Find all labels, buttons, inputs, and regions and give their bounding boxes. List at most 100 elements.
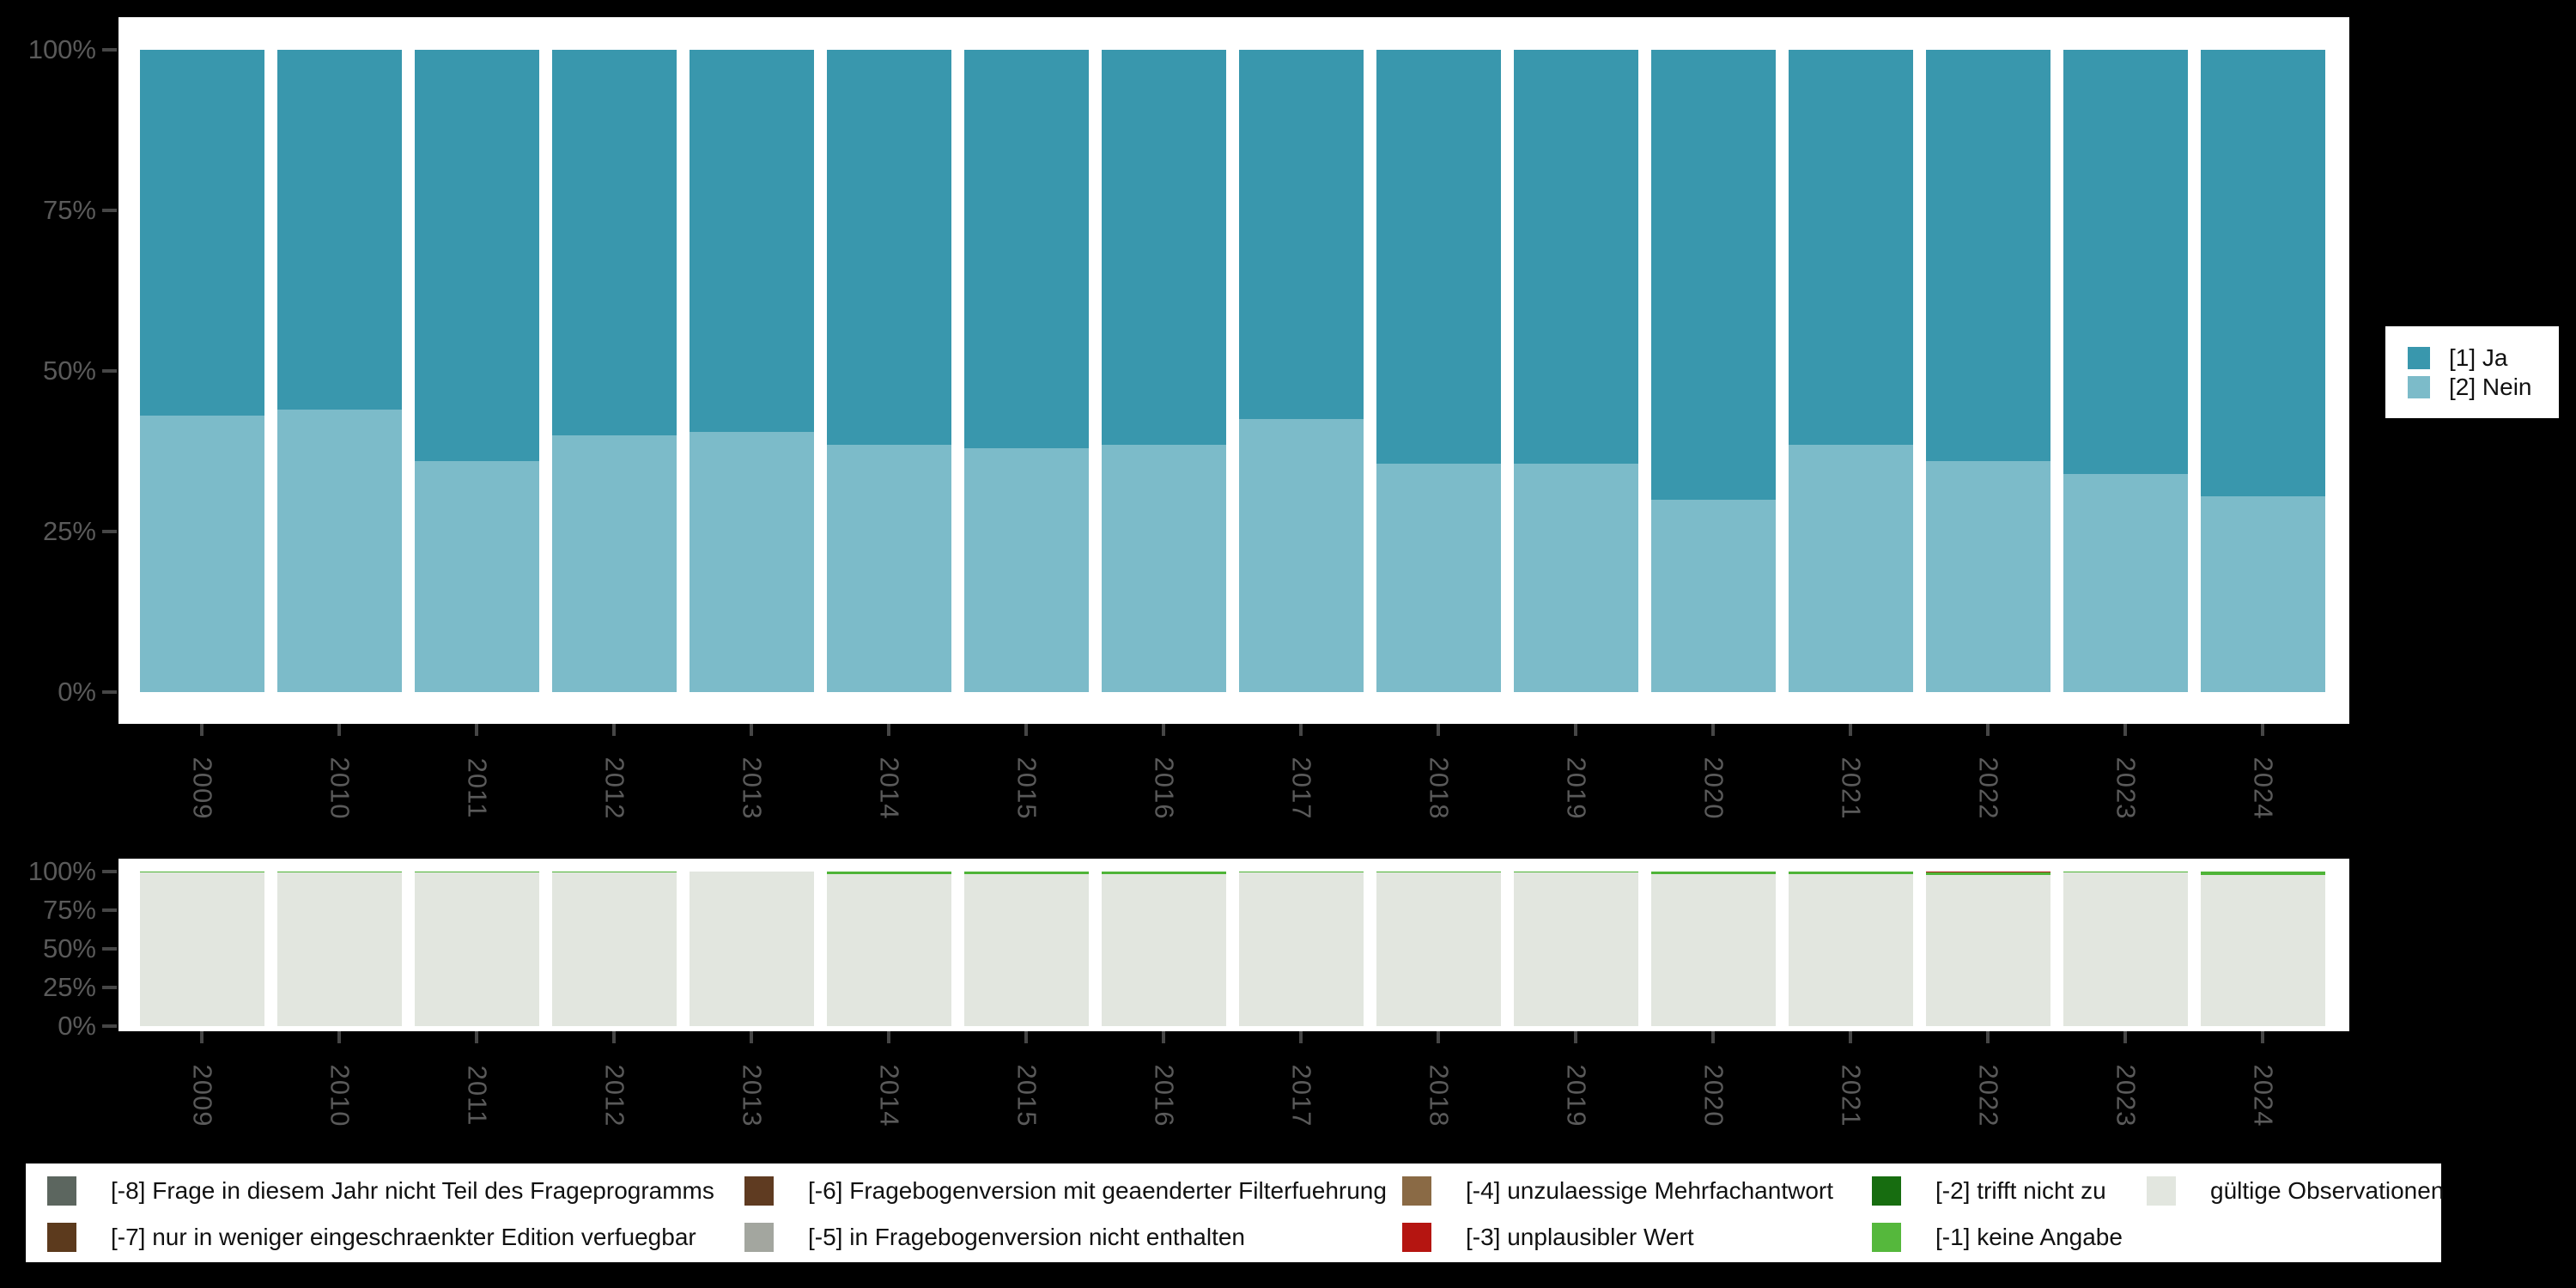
bottom-chart-segment [1788,873,1913,1026]
top-chart-xtick-mark [337,724,341,736]
legend-label: [-3] unplausibler Wert [1466,1224,1694,1250]
bottom-chart-year-label: 2018 [1424,1064,1454,1127]
missing-legend-item: [-4] unzulaessige Mehrfachantwort [1402,1176,1833,1206]
top-chart-segment [1101,445,1226,692]
top-chart-ytick-label: 75% [42,195,96,225]
bottom-chart-segment [1650,873,1776,1026]
top-chart-year-label: 2012 [599,756,629,820]
bottom-chart-year-label: 2020 [1698,1064,1728,1127]
top-chart-xtick-mark [2261,724,2264,736]
top-chart-year-label: 2013 [737,756,767,820]
legend-swatch [2408,346,2430,369]
top-chart-bar-2016 [1101,50,1226,692]
bottom-chart-year-label: 2017 [1286,1064,1316,1127]
top-chart-segment [276,409,402,692]
bottom-chart-segment [414,872,539,1026]
top-chart-bar-2009 [139,50,264,692]
missing-values-legend: [-8] Frage in diesem Jahr nicht Teil des… [26,1163,2444,1262]
bottom-chart-segment [1101,873,1226,1026]
bottom-chart-xtick-mark [1437,1031,1440,1043]
top-chart-ytick-mark [102,369,117,373]
bottom-chart-ytick-label: 0% [58,1011,96,1041]
bottom-chart-bar-2009 [139,872,264,1026]
top-chart-xtick-mark [1849,724,1852,736]
bottom-chart-xtick-mark [1299,1031,1303,1043]
top-chart-bar-2021 [1788,50,1913,692]
top-chart-year-label: 2021 [1836,756,1866,820]
bottom-chart-segment [276,872,402,1026]
missing-legend-item: [-8] Frage in diesem Jahr nicht Teil des… [47,1176,714,1206]
bottom-chart-xtick-mark [887,1031,890,1043]
top-chart-bar-2014 [826,50,951,692]
bottom-chart-ytick-mark [102,986,117,989]
bottom-chart-year-label: 2015 [1012,1064,1042,1127]
bottom-chart-xtick-mark [475,1031,478,1043]
bottom-chart-year-label: 2024 [2248,1064,2278,1127]
bottom-chart-segment [826,873,951,1026]
top-chart-segment [1788,445,1913,692]
bottom-chart-xtick-mark [2123,1031,2127,1043]
bottom-chart-segment [1238,872,1364,1026]
missing-legend-item: gültige Observationen [2147,1176,2444,1206]
top-chart-segment [1925,50,2050,461]
legend-label: [-6] Fragebogenversion mit geaenderter F… [808,1177,1387,1204]
top-chart-segment [1513,50,1638,465]
bottom-chart-bar-2019 [1513,872,1638,1026]
bottom-chart-segment [689,872,814,1026]
top-chart-year-label: 2017 [1286,756,1316,820]
legend-label: [-4] unzulaessige Mehrfachantwort [1466,1177,1833,1204]
top-chart-year-label: 2010 [325,756,355,820]
missing-legend-item: [-2] trifft nicht zu [1872,1176,2106,1206]
legend-label: [2] Nein [2449,373,2532,400]
top-chart-xtick-mark [750,724,753,736]
top-chart-segment [689,432,814,692]
top-chart-bar-2019 [1513,50,1638,692]
top-chart-bar-2015 [963,50,1089,692]
bottom-chart-segment [1788,872,1913,874]
top-chart-segment [1650,499,1776,692]
legend-label: [-8] Frage in diesem Jahr nicht Teil des… [111,1177,714,1204]
top-chart-segment [2063,50,2188,474]
top-chart-segment [551,50,677,435]
bottom-chart-ytick-label: 75% [42,895,96,925]
top-chart-segment [414,50,539,461]
legend-swatch [47,1176,76,1206]
bottom-chart-xtick-mark [1711,1031,1715,1043]
top-chart-ytick-mark [102,530,117,533]
top-chart-bar-2020 [1650,50,1776,692]
top-chart-segment [826,50,951,446]
bottom-chart-segment [963,873,1089,1026]
top-chart-bar-2017 [1238,50,1364,692]
missing-legend-item: [-1] keine Angabe [1872,1222,2123,1253]
bottom-chart-segment [1513,872,1638,1026]
top-chart-year-label: 2015 [1012,756,1042,820]
bottom-chart-segment [826,872,951,874]
top-chart-segment [689,50,814,433]
bottom-chart-year-label: 2012 [599,1064,629,1127]
bottom-chart-bar-2017 [1238,872,1364,1026]
top-chart-ytick-label: 0% [58,677,96,707]
top-chart-segment [1513,464,1638,692]
top-chart-xtick-mark [1024,724,1028,736]
bottom-chart-year-label: 2021 [1836,1064,1866,1127]
bottom-chart-xtick-mark [337,1031,341,1043]
top-chart-bar-2012 [551,50,677,692]
bottom-chart-segment [1925,872,2050,875]
top-chart-segment [963,447,1089,692]
top-chart-xtick-mark [612,724,616,736]
missing-legend-item: [-3] unplausibler Wert [1402,1222,1694,1253]
top-chart-xtick-mark [1299,724,1303,736]
top-chart-year-label: 2023 [2111,756,2141,820]
legend-swatch [2408,375,2430,398]
bottom-chart-year-label: 2016 [1149,1064,1179,1127]
legend-label: [-7] nur in weniger eingeschraenkter Edi… [111,1224,696,1250]
bottom-chart-xtick-mark [1986,1031,1990,1043]
bottom-chart-year-label: 2022 [1973,1064,2003,1127]
top-chart-bar-2018 [1376,50,1501,692]
bottom-chart-xtick-mark [1024,1031,1028,1043]
bottom-chart-segment [2200,872,2325,875]
bottom-chart-segment [551,872,677,1026]
top-chart-year-label: 2022 [1973,756,2003,820]
bottom-chart-bar-2012 [551,872,677,1026]
top-chart-year-label: 2019 [1561,756,1591,820]
